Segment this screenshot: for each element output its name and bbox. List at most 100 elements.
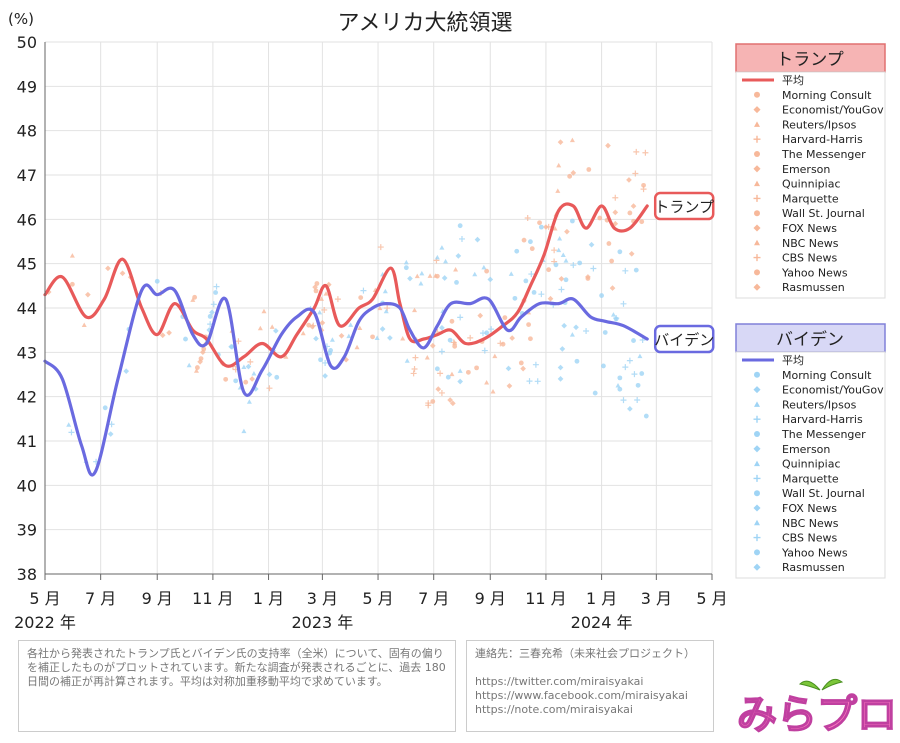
legend-pollster-trump: Yahoo News	[781, 266, 848, 279]
poll-marker	[419, 270, 425, 276]
poll-marker	[166, 329, 172, 336]
poll-marker	[546, 267, 552, 273]
poll-marker	[606, 241, 612, 246]
poll-marker	[512, 295, 518, 301]
poll-marker	[601, 363, 606, 369]
poll-marker	[567, 173, 573, 179]
poll-marker	[213, 283, 220, 290]
link-note[interactable]: https://note.com/miraisyakai	[475, 703, 633, 716]
poll-marker	[274, 374, 280, 380]
link-facebook[interactable]: https://www.facebook.com/miraisyakai	[475, 689, 688, 702]
poll-marker	[370, 334, 375, 340]
poll-marker	[246, 399, 252, 404]
poll-marker	[108, 421, 115, 428]
poll-marker	[569, 218, 575, 224]
legend-marker	[753, 194, 761, 202]
poll-marker	[490, 388, 496, 394]
poll-marker	[524, 214, 531, 221]
poll-marker	[360, 287, 367, 294]
legend-pollster-biden: FOX News	[782, 502, 837, 515]
poll-marker	[637, 353, 643, 359]
poll-marker	[570, 262, 577, 269]
poll-marker	[585, 274, 591, 280]
legend-avg-label-biden: 平均	[782, 354, 804, 367]
poll-marker	[588, 241, 595, 248]
link-twitter[interactable]: https://twitter.com/miraisyakai	[475, 675, 644, 688]
poll-marker	[403, 265, 409, 271]
poll-marker	[449, 371, 455, 377]
poll-marker	[465, 369, 471, 375]
poll-marker	[407, 275, 413, 282]
legend-pollster-biden: Morning Consult	[782, 369, 872, 382]
poll-marker	[639, 219, 645, 225]
poll-marker	[484, 268, 490, 274]
x-tick-label: 9 月	[142, 589, 173, 608]
poll-marker	[626, 177, 632, 183]
y-axis-label: (%)	[8, 10, 34, 28]
y-tick-label: 45	[17, 255, 37, 274]
y-tick-label: 39	[17, 521, 37, 540]
poll-marker	[481, 264, 487, 270]
poll-marker	[557, 235, 563, 241]
poll-marker	[66, 422, 72, 427]
poll-marker	[323, 291, 329, 296]
legend-marker	[754, 151, 760, 157]
y-tick-label: 47	[17, 166, 37, 185]
y-tick-label: 41	[17, 432, 37, 451]
poll-marker	[528, 271, 535, 278]
poll-marker	[328, 348, 333, 353]
poll-marker	[443, 258, 449, 264]
contact-text: 連絡先：三春充希（未来社会プロジェクト）	[475, 647, 695, 660]
poll-marker	[626, 357, 633, 364]
end-label-trump: トランプ	[654, 198, 714, 216]
legend-pollster-biden: Quinnipiac	[782, 458, 841, 471]
y-tick-label: 50	[17, 33, 37, 52]
poll-marker	[609, 285, 616, 291]
poll-marker	[346, 333, 352, 339]
poll-marker	[377, 244, 384, 251]
poll-marker	[612, 209, 619, 216]
contact-note: 連絡先：三春充希（未来社会プロジェクト） https://twitter.com…	[466, 640, 714, 732]
year-label: 2024 年	[571, 613, 633, 632]
poll-marker	[630, 203, 637, 209]
poll-marker	[577, 260, 583, 266]
poll-marker	[586, 167, 592, 172]
poll-marker	[209, 309, 215, 316]
poll-marker	[377, 305, 383, 311]
poll-marker	[559, 346, 566, 352]
poll-marker	[245, 363, 252, 370]
poll-marker	[502, 315, 508, 321]
poll-marker	[403, 259, 409, 265]
poll-marker	[210, 301, 217, 308]
legend-pollster-biden: Rasmussen	[782, 561, 845, 574]
legend-marker	[753, 254, 761, 262]
poll-marker	[329, 337, 335, 342]
logo: みらプロ	[736, 678, 898, 739]
poll-marker	[183, 336, 188, 342]
poll-marker	[556, 247, 562, 253]
legend-marker	[754, 210, 760, 217]
poll-marker	[313, 335, 319, 342]
poll-marker	[439, 245, 445, 250]
poll-marker	[438, 348, 445, 355]
poll-marker	[590, 265, 597, 272]
legend-pollster-biden: Economist/YouGov	[782, 384, 884, 397]
poll-marker	[592, 390, 598, 396]
poll-marker	[223, 376, 229, 382]
poll-marker	[523, 278, 529, 284]
poll-marker	[556, 162, 562, 168]
legend-pollster-trump: Economist/YouGov	[782, 104, 884, 117]
y-tick-label: 44	[17, 299, 37, 318]
poll-marker	[186, 362, 192, 368]
poll-marker	[430, 399, 436, 404]
poll-marker	[558, 275, 565, 282]
poll-marker	[338, 332, 345, 339]
poll-marker	[609, 258, 615, 264]
poll-marker	[273, 328, 279, 334]
x-tick-label: 3 月	[307, 589, 338, 608]
chart-title: アメリカ大統領選	[338, 11, 513, 36]
poll-marker	[452, 343, 458, 349]
x-tick-label: 3 月	[641, 589, 672, 608]
poll-marker	[617, 375, 623, 381]
legend-marker	[754, 91, 760, 98]
